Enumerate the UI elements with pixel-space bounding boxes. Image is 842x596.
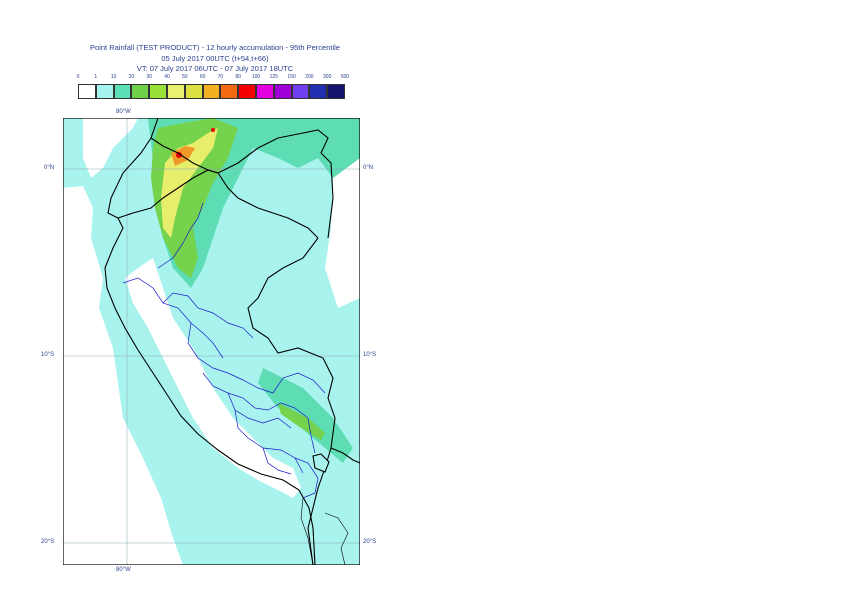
legend-swatch <box>256 84 274 99</box>
region-border-4 <box>202 372 292 429</box>
map-border <box>63 118 360 565</box>
lake-titicaca <box>312 453 330 473</box>
chart-run-time: 05 July 2017 00UTC (t+54,t+66) <box>161 54 269 63</box>
legend-swatch <box>184 84 203 99</box>
legend-swatch <box>113 84 132 99</box>
dry-ocean-area-2 <box>83 118 138 178</box>
legend-tick-label: 80 <box>235 74 241 80</box>
rain-area-teal-2 <box>258 368 353 463</box>
lon-label-bottom: 80°W <box>116 567 131 573</box>
region-border-10 <box>272 372 326 394</box>
legend-tick-label: 60 <box>199 74 206 80</box>
region-border-2 <box>162 292 254 339</box>
lat-label-0-right: 0°N <box>363 165 374 171</box>
rain-area-green-2 <box>278 403 325 440</box>
legend-tick-label: 40 <box>164 74 170 80</box>
lat-label-10-left: 10°S <box>41 352 55 358</box>
lon-label-top: 80°W <box>116 109 131 115</box>
legend-swatch <box>95 84 114 99</box>
legend-tick-label: 150 <box>287 74 296 80</box>
region-border-1 <box>122 277 224 359</box>
region-border-5 <box>227 392 309 419</box>
rain-hotspot-red <box>176 152 182 158</box>
dry-south-ocean <box>63 343 158 565</box>
lat-label-20-left: 20°S <box>41 539 55 545</box>
legend-swatch <box>273 84 292 99</box>
legend-swatch <box>149 84 167 99</box>
legend-swatch <box>167 84 185 99</box>
region-border-7 <box>262 447 292 475</box>
legend-tick-label: 0 <box>76 74 80 80</box>
chart-title: Point Rainfall (TEST PRODUCT) - 12 hourl… <box>90 43 340 52</box>
admin-border-south <box>300 497 314 565</box>
country-border-peru-brazil <box>247 237 336 449</box>
country-border-colombia-brazil <box>217 129 334 239</box>
admin-border-chile <box>324 512 349 565</box>
lat-label-20-right: 20°S <box>363 539 377 545</box>
legend-swatch <box>202 84 221 99</box>
region-border-11 <box>294 457 319 499</box>
legend-tick-label: 200 <box>305 74 314 80</box>
rainfall-map <box>63 118 360 565</box>
legend-swatch <box>327 84 345 99</box>
region-border-3 <box>187 322 274 394</box>
dry-coast-strip <box>125 258 301 498</box>
legend-swatch <box>238 84 256 99</box>
legend-swatch <box>309 84 328 99</box>
legend-tick-label: 100 <box>251 74 261 80</box>
legend-tick-label: 10 <box>110 74 117 80</box>
dry-land-area <box>325 158 360 308</box>
legend-tick-label: 70 <box>217 74 224 80</box>
coastline <box>104 118 316 565</box>
lat-label-10-right: 10°S <box>363 352 377 358</box>
legend-swatch <box>131 84 150 99</box>
legend-tick-label: 30 <box>146 74 152 80</box>
rain-hotspot-red-2 <box>211 128 215 132</box>
lat-label-0-left: 0°N <box>44 165 55 171</box>
region-border-8 <box>307 417 316 454</box>
country-border-bolivia-brazil <box>330 447 360 464</box>
legend-tick-label: 50 <box>182 74 188 80</box>
chart-valid-time: VT: 07 July 2017 06UTC - 07 July 2017 18… <box>136 64 294 73</box>
legend-tick-label: 500 <box>340 74 350 80</box>
legend-tick-label: 125 <box>269 74 278 80</box>
legend-swatch <box>220 84 239 99</box>
legend-swatch <box>291 84 310 99</box>
legend-tick-label: 20 <box>128 74 135 80</box>
legend-swatch <box>78 84 96 99</box>
legend-tick-label: 300 <box>323 74 332 80</box>
legend-tick-label: 1 <box>94 74 98 80</box>
region-border-9 <box>157 202 204 269</box>
